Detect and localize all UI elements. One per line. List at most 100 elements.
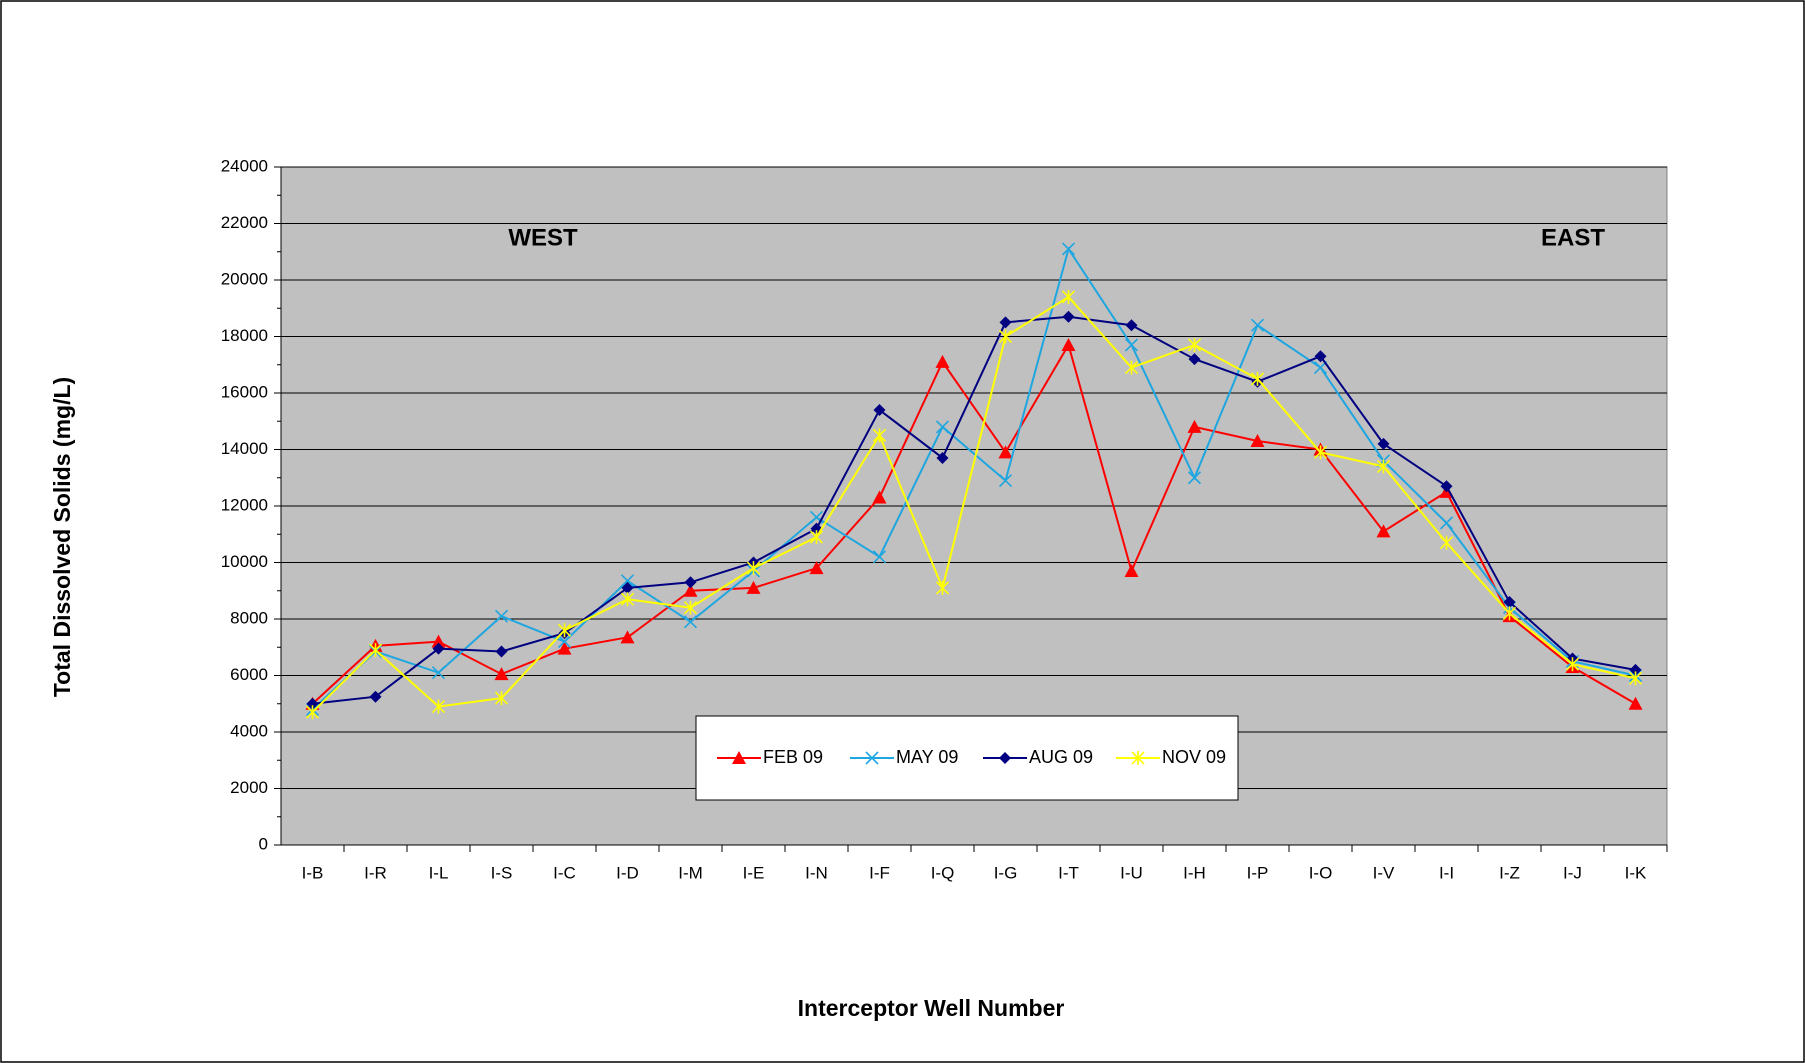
x-tick-label: I-J [1563, 863, 1582, 882]
data-point [1187, 471, 1202, 485]
data-point [809, 561, 824, 575]
data-point [872, 550, 887, 564]
data-point [1314, 350, 1327, 363]
x-axis-title: Interceptor Well Number [798, 995, 1065, 1021]
y-tick-label: 4000 [230, 721, 268, 740]
data-point [684, 576, 697, 589]
annotation: WEST [508, 224, 578, 251]
legend-marker [865, 751, 879, 765]
data-point [305, 705, 320, 720]
data-point [432, 642, 445, 655]
x-tick-label: I-V [1373, 863, 1395, 882]
series-line [311, 295, 1636, 713]
data-point [1062, 310, 1075, 323]
x-tick-label: I-L [429, 863, 449, 882]
y-tick-label: 12000 [221, 495, 268, 514]
x-tick-label: I-C [553, 863, 576, 882]
data-point [557, 641, 572, 655]
legend-label: NOV 09 [1162, 747, 1226, 767]
x-tick-label: I-D [616, 863, 639, 882]
data-point [431, 634, 446, 648]
data-point [1629, 663, 1642, 676]
data-point [809, 530, 824, 545]
data-point [935, 420, 950, 434]
data-point [495, 645, 508, 658]
data-point [1376, 459, 1391, 474]
y-tick-label: 0 [259, 834, 268, 853]
data-point [683, 615, 698, 629]
data-point [746, 561, 761, 576]
data-point [683, 600, 698, 615]
x-tick-label: I-K [1625, 863, 1647, 882]
data-point [494, 609, 509, 623]
data-point [1061, 242, 1076, 256]
x-tick-label: I-H [1183, 863, 1206, 882]
data-point [369, 690, 382, 703]
annotation: EAST [1541, 224, 1605, 251]
x-tick-label: I-S [491, 863, 513, 882]
data-point [1503, 596, 1516, 609]
data-point [936, 451, 949, 464]
data-point [620, 630, 635, 644]
data-point [431, 666, 446, 680]
data-point [872, 490, 887, 504]
data-point [1187, 419, 1202, 433]
series-line [312, 315, 1636, 705]
y-tick-label: 16000 [221, 382, 268, 401]
x-tick-label: I-P [1247, 863, 1269, 882]
x-tick-label: I-O [1309, 863, 1333, 882]
y-tick-label: 18000 [221, 326, 268, 345]
data-point [1188, 353, 1201, 366]
y-tick-label: 6000 [230, 665, 268, 684]
data-point [1124, 563, 1139, 577]
x-tick-label: I-U [1120, 863, 1143, 882]
data-point [431, 699, 446, 714]
data-point [1313, 361, 1328, 375]
data-point [998, 329, 1013, 344]
data-point [1439, 535, 1454, 550]
y-tick-label: 24000 [221, 156, 268, 175]
data-point [998, 474, 1013, 488]
y-tick-label: 22000 [221, 213, 268, 232]
x-tick-label: I-T [1058, 863, 1079, 882]
x-tick-label: I-Z [1499, 863, 1520, 882]
data-point [746, 580, 761, 594]
data-point [620, 574, 635, 588]
y-tick-label: 14000 [221, 439, 268, 458]
data-point [1061, 289, 1076, 304]
data-point [494, 691, 509, 706]
data-point [1061, 337, 1076, 351]
data-point [1124, 360, 1139, 375]
data-point [935, 580, 950, 595]
legend-marker [1131, 751, 1145, 765]
data-point [1377, 437, 1390, 450]
data-point [872, 428, 887, 443]
data-point [368, 643, 383, 658]
data-point [999, 316, 1012, 329]
y-tick-label: 20000 [221, 269, 268, 288]
y-axis-title: Total Dissolved Solids (mg/L) [49, 377, 75, 697]
x-tick-label: I-M [678, 863, 703, 882]
data-point [683, 583, 698, 597]
data-point [620, 592, 635, 607]
data-point [1125, 319, 1138, 332]
x-tick-label: I-B [302, 863, 324, 882]
data-point [621, 581, 634, 594]
x-tick-label: I-F [869, 863, 890, 882]
data-point [1250, 371, 1265, 386]
data-point [557, 623, 572, 638]
x-tick-label: I-G [994, 863, 1018, 882]
data-point [1440, 480, 1453, 493]
data-point [1313, 445, 1328, 460]
data-point [1628, 696, 1643, 710]
data-point [1250, 318, 1265, 332]
legend-label: AUG 09 [1029, 747, 1093, 767]
data-point [1187, 337, 1202, 352]
x-tick-label: I-R [364, 863, 387, 882]
data-point [494, 667, 509, 681]
data-point [998, 445, 1013, 459]
data-point [1502, 606, 1517, 621]
x-tick-label: I-N [805, 863, 828, 882]
data-point [1376, 524, 1391, 538]
